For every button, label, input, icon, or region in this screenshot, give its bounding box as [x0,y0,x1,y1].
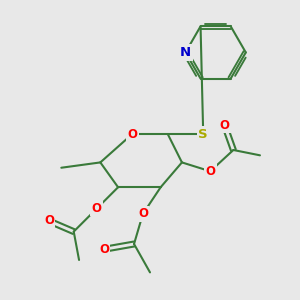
Text: S: S [198,128,208,140]
Text: O: O [138,207,148,220]
Text: N: N [180,46,191,59]
Text: O: O [44,214,54,227]
Text: O: O [205,165,215,178]
Text: O: O [92,202,102,215]
Text: O: O [99,243,109,256]
Text: O: O [127,128,137,140]
Text: O: O [220,119,230,132]
